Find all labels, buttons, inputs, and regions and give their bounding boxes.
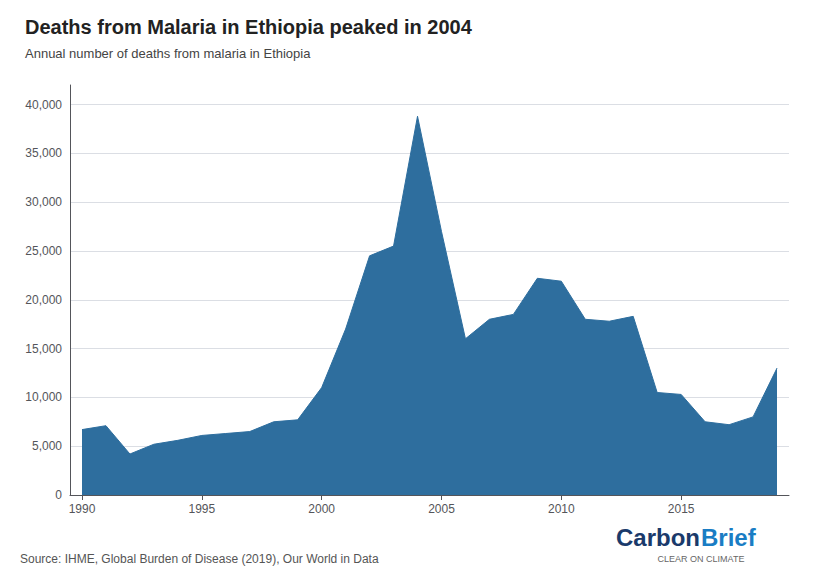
svg-text:Carbon: Carbon <box>616 524 700 551</box>
svg-text:5,000: 5,000 <box>32 439 62 453</box>
svg-text:35,000: 35,000 <box>25 146 62 160</box>
svg-text:Deaths from Malaria in Ethiopi: Deaths from Malaria in Ethiopia peaked i… <box>25 16 473 38</box>
svg-text:15,000: 15,000 <box>25 342 62 356</box>
svg-text:2005: 2005 <box>428 502 455 516</box>
svg-text:30,000: 30,000 <box>25 195 62 209</box>
svg-text:2010: 2010 <box>548 502 575 516</box>
svg-text:40,000: 40,000 <box>25 98 62 112</box>
svg-text:10,000: 10,000 <box>25 390 62 404</box>
svg-text:2015: 2015 <box>668 502 695 516</box>
svg-text:Brief: Brief <box>701 524 757 551</box>
svg-text:CLEAR ON CLIMATE: CLEAR ON CLIMATE <box>658 554 745 564</box>
svg-text:Source: IHME, Global Burden of: Source: IHME, Global Burden of Disease (… <box>20 552 379 566</box>
svg-text:0: 0 <box>55 488 62 502</box>
svg-text:1995: 1995 <box>188 502 215 516</box>
svg-text:20,000: 20,000 <box>25 293 62 307</box>
svg-text:25,000: 25,000 <box>25 244 62 258</box>
svg-text:1990: 1990 <box>69 502 96 516</box>
svg-text:2000: 2000 <box>308 502 335 516</box>
svg-text:Annual number of deaths from m: Annual number of deaths from malaria in … <box>25 46 311 61</box>
